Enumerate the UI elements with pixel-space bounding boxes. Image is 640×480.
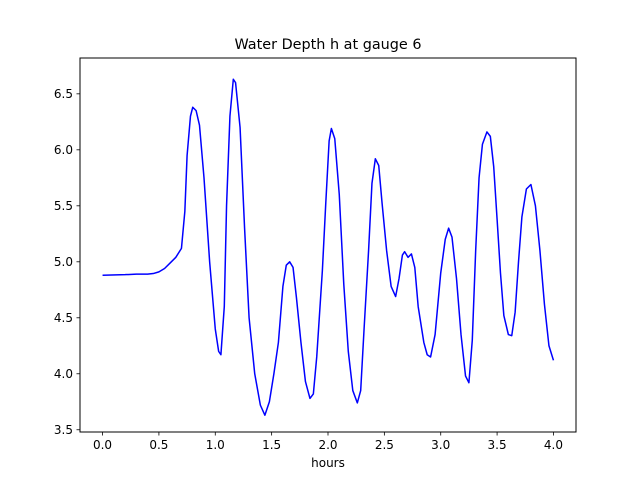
series-line-0 [102, 78, 555, 416]
x-tick-label: 1.5 [262, 438, 281, 452]
y-tick-label: 5.5 [54, 199, 73, 213]
y-tick-label: 4.5 [54, 311, 73, 325]
y-tick-label: 4.0 [54, 367, 73, 381]
y-tick-label: 5.0 [54, 255, 73, 269]
y-tick-label: 6.0 [54, 143, 73, 157]
x-tick-label: 3.0 [431, 438, 450, 452]
x-tick-label: 3.5 [488, 438, 507, 452]
x-axis-label: hours [311, 456, 345, 470]
y-tick-label: 6.5 [54, 87, 73, 101]
x-tick-label: 1.0 [206, 438, 225, 452]
x-tick-label: 0.5 [149, 438, 168, 452]
x-tick-label: 4.0 [544, 438, 563, 452]
series-group [102, 78, 555, 416]
chart-title: Water Depth h at gauge 6 [234, 37, 421, 53]
y-tick-label: 3.5 [54, 423, 73, 437]
x-axis: 0.0 0.5 1.0 1.5 2.0 2.5 3.0 3.5 4.0 [93, 432, 563, 452]
y-axis: 3.5 4.0 4.5 5.0 5.5 6.0 6.5 [54, 87, 80, 437]
x-tick-label: 2.0 [318, 438, 337, 452]
x-tick-label: 0.0 [93, 438, 112, 452]
x-tick-label: 2.5 [375, 438, 394, 452]
